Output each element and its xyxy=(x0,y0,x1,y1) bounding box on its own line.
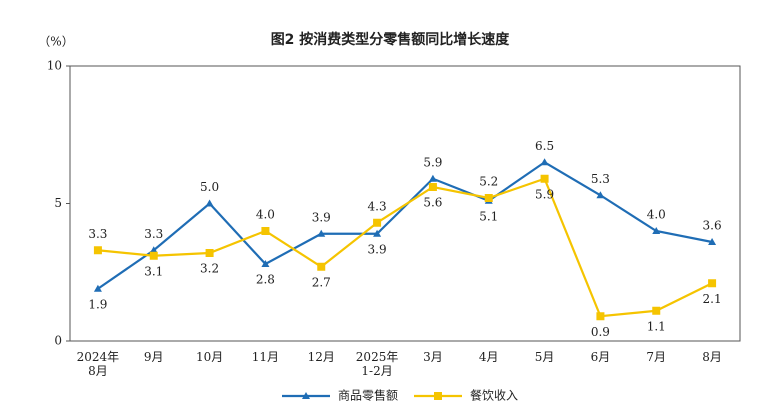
data-label: 5.1 xyxy=(479,209,498,223)
y-tick-label: 5 xyxy=(54,196,62,210)
data-label: 5.0 xyxy=(200,180,219,194)
marker xyxy=(317,229,326,237)
x-tick-label-line: 6月 xyxy=(591,350,611,364)
marker xyxy=(205,199,214,207)
marker xyxy=(205,249,214,257)
data-label: 5.3 xyxy=(591,172,610,186)
marker xyxy=(261,227,270,235)
x-tick-label-line: 2025年 xyxy=(356,350,399,364)
data-label: 3.9 xyxy=(312,210,331,224)
x-tick-label-line: 9月 xyxy=(144,350,164,364)
marker xyxy=(652,227,661,234)
x-tick-label-line: 8月 xyxy=(88,364,108,378)
marker xyxy=(540,174,549,183)
x-tick-label-line: 8月 xyxy=(702,350,722,364)
data-label: 2.1 xyxy=(703,292,722,306)
marker xyxy=(708,279,717,288)
y-tick-label: 10 xyxy=(47,59,62,73)
marker xyxy=(708,238,717,245)
marker xyxy=(484,194,493,202)
marker xyxy=(302,392,310,399)
x-tick-label: 12月 xyxy=(308,350,335,364)
data-label: 3.6 xyxy=(703,219,722,233)
data-label: 3.1 xyxy=(144,264,163,278)
legend-label: 餐饮收入 xyxy=(470,388,518,403)
plot-frame xyxy=(69,65,741,342)
marker xyxy=(596,312,605,321)
x-tick-label: 2024年 8月 xyxy=(77,350,120,378)
data-label: 3.2 xyxy=(200,262,219,276)
x-tick-label-line: 2024年 xyxy=(77,350,120,364)
marker xyxy=(652,306,661,315)
marker xyxy=(93,246,102,255)
x-tick-label: 7月 xyxy=(646,350,666,364)
data-label: 4.0 xyxy=(647,208,666,222)
marker xyxy=(428,183,437,191)
x-tick-label: 4月 xyxy=(479,350,499,364)
x-tick-label: 2025年 1-2月 xyxy=(356,350,399,378)
marker xyxy=(373,218,382,227)
data-label: 3.3 xyxy=(88,227,107,241)
chart-title: 图2 按消费类型分零售额同比增长速度 xyxy=(271,31,511,48)
data-label: 6.5 xyxy=(535,139,554,153)
marker xyxy=(93,284,102,292)
x-tick-label: 9月 xyxy=(144,350,164,364)
data-label: 1.1 xyxy=(647,319,666,333)
data-label: 3.9 xyxy=(368,242,387,256)
x-tick-label-line: 4月 xyxy=(479,350,499,364)
data-label: 4.0 xyxy=(256,208,275,222)
y-tick-label: 0 xyxy=(54,334,62,348)
data-label: 5.9 xyxy=(535,187,554,201)
x-tick-label: 5月 xyxy=(535,350,555,364)
marker xyxy=(428,174,437,182)
data-label: 3.3 xyxy=(144,227,163,241)
line xyxy=(97,177,713,318)
data-label: 2.8 xyxy=(256,273,275,287)
marker xyxy=(149,246,158,254)
x-tick-label-line: 10月 xyxy=(196,350,223,364)
x-tick-label-line: 11月 xyxy=(252,350,279,364)
x-tick-label: 6月 xyxy=(591,350,611,364)
x-tick-label-line: 5月 xyxy=(535,350,555,364)
marker xyxy=(317,262,326,271)
legend-label: 商品零售额 xyxy=(338,388,398,403)
x-tick-label-line: 12月 xyxy=(308,350,335,364)
marker xyxy=(373,229,382,237)
data-label: 2.7 xyxy=(312,275,331,289)
x-tick-label-line: 1-2月 xyxy=(361,364,392,378)
data-label: 5.6 xyxy=(423,196,442,210)
data-label: 5.2 xyxy=(479,175,498,189)
marker xyxy=(149,251,158,260)
y-unit: （%） xyxy=(38,35,73,49)
data-label: 1.9 xyxy=(88,297,107,311)
data-label: 5.9 xyxy=(423,155,442,169)
marker xyxy=(540,158,549,166)
marker xyxy=(434,392,442,400)
data-label: 4.3 xyxy=(368,199,387,213)
marker xyxy=(596,191,605,199)
line xyxy=(97,160,713,290)
x-tick-label-line: 3月 xyxy=(423,350,443,364)
data-label: 0.9 xyxy=(591,325,610,339)
marker xyxy=(261,260,270,267)
x-tick-label: 8月 xyxy=(702,350,722,364)
x-tick-label: 11月 xyxy=(252,350,279,364)
x-tick-label: 10月 xyxy=(196,350,223,364)
x-tick-label: 3月 xyxy=(423,350,443,364)
x-tick-label-line: 7月 xyxy=(646,350,666,364)
